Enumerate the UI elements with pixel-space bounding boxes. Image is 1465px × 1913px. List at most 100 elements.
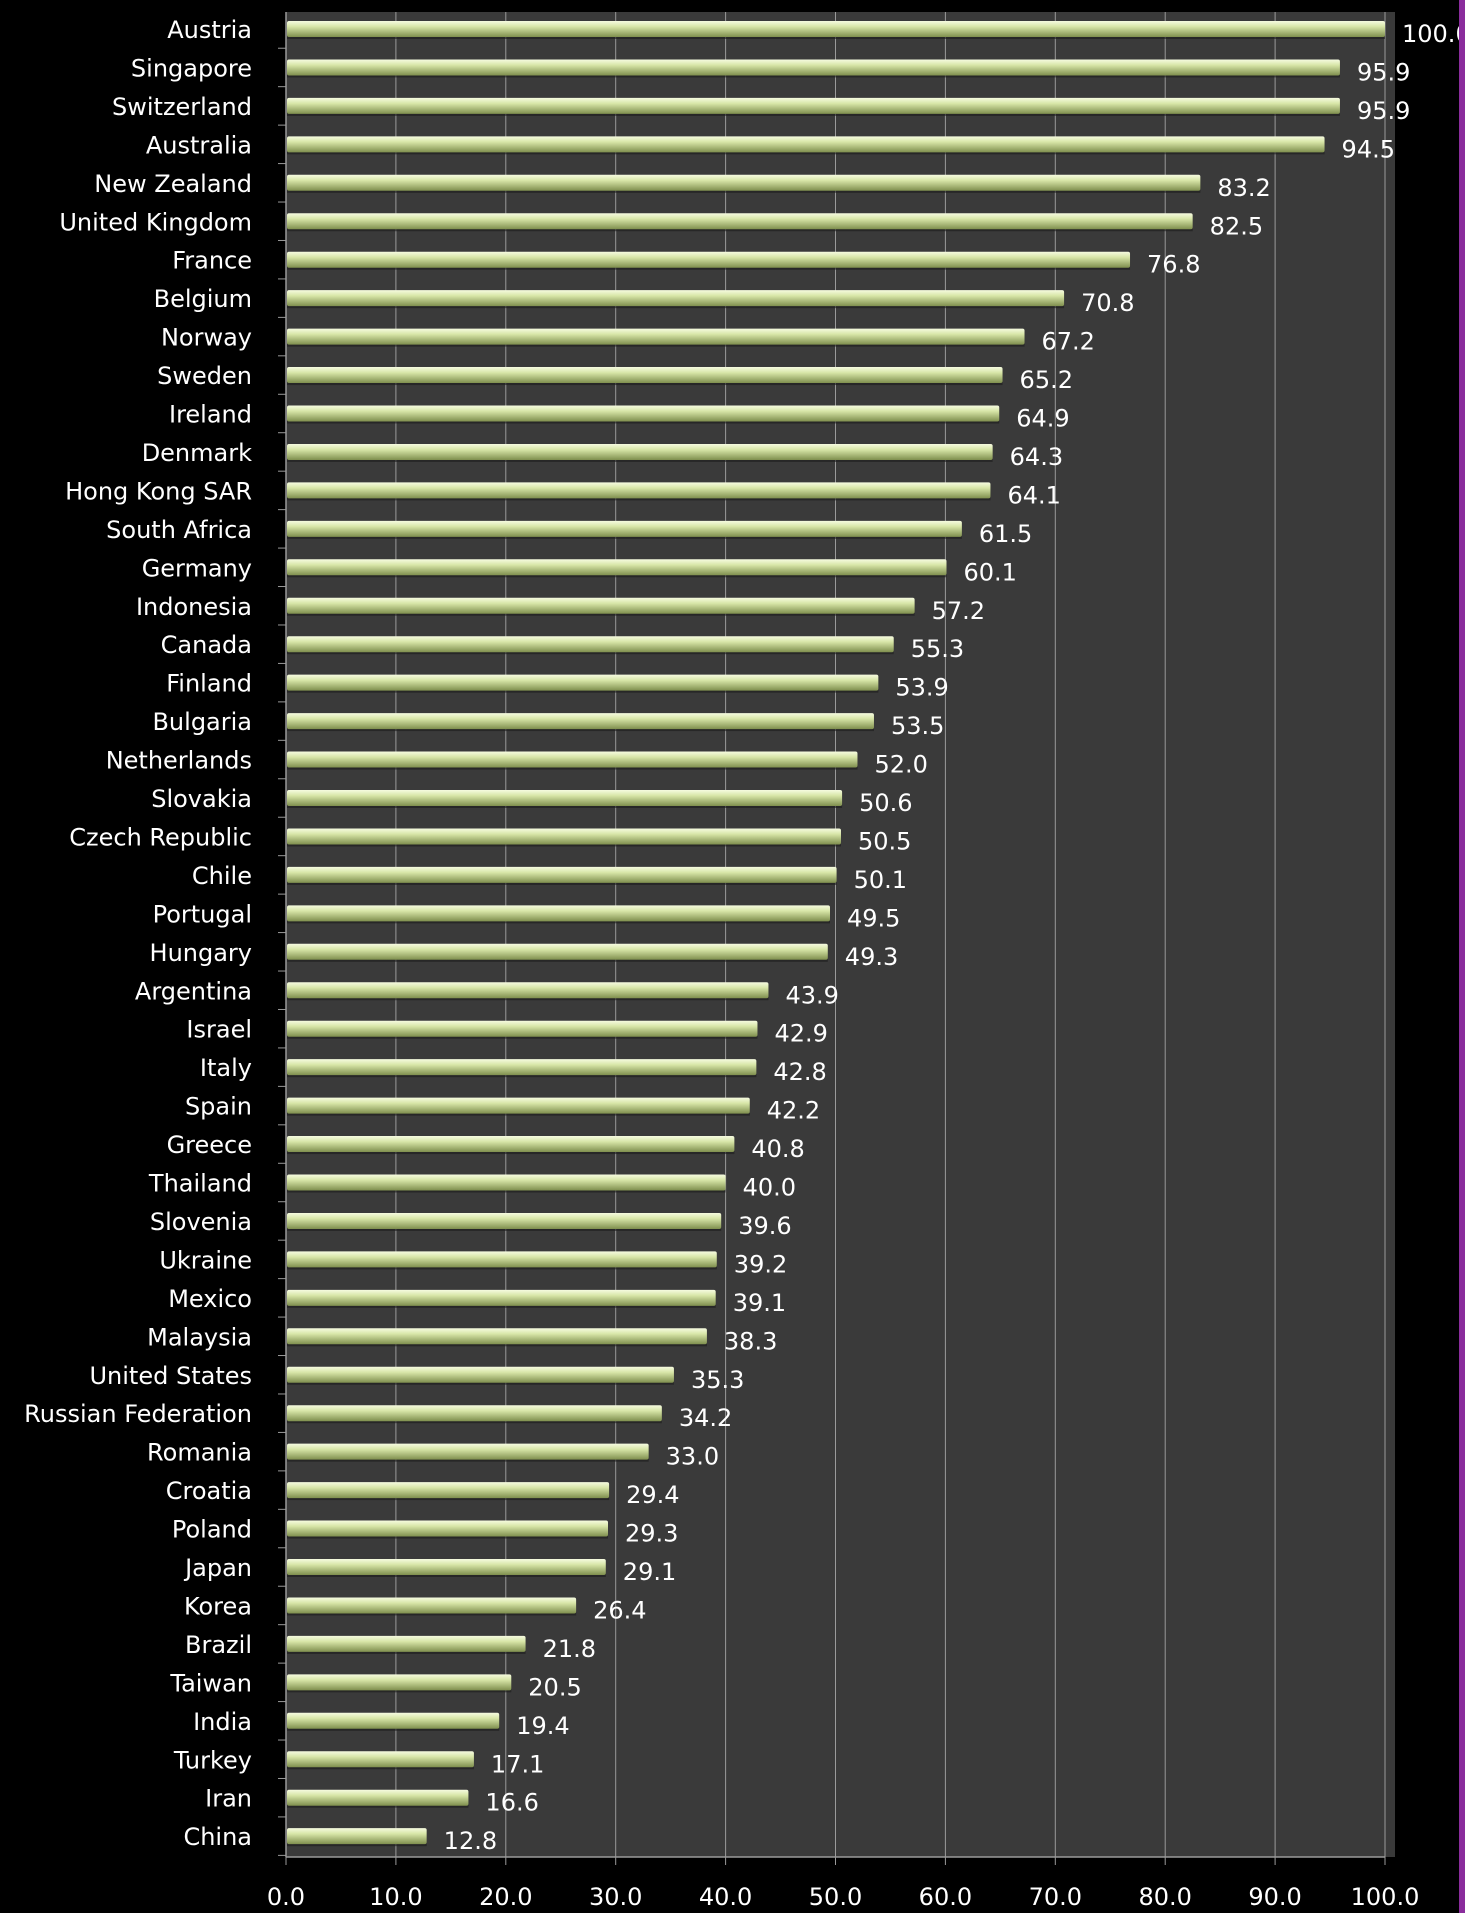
category-label: Turkey [173, 1746, 252, 1774]
category-label: Czech Republic [69, 823, 252, 851]
data-label: 26.4 [593, 1596, 646, 1624]
category-label: South Africa [106, 516, 252, 544]
category-label: Thailand [148, 1170, 252, 1198]
bar [287, 828, 841, 845]
data-label: 49.5 [847, 904, 900, 932]
data-label: 19.4 [516, 1712, 569, 1740]
data-label: 94.5 [1342, 135, 1395, 163]
bar [287, 1559, 606, 1575]
bar [287, 751, 858, 768]
bar [287, 982, 769, 999]
data-label: 82.5 [1210, 212, 1263, 240]
category-label: Portugal [153, 900, 252, 928]
category-label: Romania [147, 1439, 252, 1467]
bar [287, 251, 1131, 268]
category-label: Bulgaria [152, 708, 252, 736]
category-label: United Kingdom [59, 208, 252, 236]
data-label: 60.1 [963, 558, 1016, 586]
bar [287, 59, 1340, 76]
bars [287, 21, 1385, 1847]
category-label: Brazil [185, 1631, 252, 1659]
bar [287, 1597, 577, 1614]
x-tick-label: 40.0 [699, 1883, 752, 1911]
data-label: 17.1 [491, 1750, 544, 1778]
data-label: 12.8 [444, 1827, 497, 1855]
bar [287, 1212, 722, 1229]
bar [287, 1482, 610, 1499]
data-label: 38.3 [724, 1327, 777, 1355]
data-label: 34.2 [679, 1404, 732, 1432]
category-label: Ukraine [159, 1246, 252, 1274]
category-label: New Zealand [94, 170, 252, 198]
category-label: Korea [184, 1592, 252, 1620]
bar [287, 174, 1201, 191]
category-label: United States [89, 1362, 252, 1390]
bar [287, 597, 915, 614]
data-label: 67.2 [1042, 328, 1095, 356]
x-tick-label: 100.0 [1351, 1883, 1420, 1911]
data-label: 20.5 [528, 1673, 581, 1701]
x-tick-label: 0.0 [267, 1883, 305, 1911]
bar [287, 1712, 500, 1729]
bar [287, 520, 962, 537]
bar [287, 1251, 717, 1268]
bar [287, 1828, 427, 1845]
data-label: 57.2 [932, 597, 985, 625]
bar [287, 866, 837, 883]
accent-edge [1459, 0, 1465, 1913]
data-label: 39.1 [733, 1289, 786, 1317]
bar [287, 1020, 758, 1037]
category-label: Italy [200, 1054, 252, 1082]
bar [287, 790, 843, 806]
data-label: 64.9 [1016, 405, 1069, 433]
category-label: Denmark [142, 439, 252, 467]
bar [287, 1097, 750, 1114]
bar [287, 1443, 649, 1460]
category-label: Finland [166, 670, 252, 698]
data-label: 29.3 [625, 1520, 678, 1548]
bar [287, 290, 1065, 307]
category-label: Poland [172, 1516, 252, 1544]
axes [278, 12, 1386, 1865]
data-label: 40.8 [751, 1135, 804, 1163]
data-label: 64.1 [1007, 481, 1060, 509]
category-label: Austria [167, 16, 252, 44]
bar [287, 405, 1000, 422]
category-label: India [193, 1708, 252, 1736]
data-label: 53.9 [895, 674, 948, 702]
category-label: Japan [183, 1554, 252, 1582]
data-label: 49.3 [845, 943, 898, 971]
bar [287, 636, 894, 653]
bar [287, 1520, 609, 1537]
data-label: 21.8 [543, 1635, 596, 1663]
bar [287, 943, 828, 960]
bar [287, 482, 991, 499]
data-label: 42.9 [774, 1020, 827, 1048]
data-label: 55.3 [911, 635, 964, 663]
bar [287, 674, 879, 691]
x-tick-label: 50.0 [809, 1883, 862, 1911]
data-label: 29.1 [623, 1558, 676, 1586]
data-label: 70.8 [1081, 289, 1134, 317]
category-label: Canada [161, 631, 252, 659]
bar [287, 1789, 469, 1806]
bar [287, 1674, 512, 1691]
bar [287, 1289, 716, 1306]
category-label: Slovenia [150, 1208, 252, 1236]
data-label: 33.0 [666, 1443, 719, 1471]
bar [287, 213, 1193, 230]
category-label: Greece [167, 1131, 252, 1159]
category-label: Israel [186, 1016, 252, 1044]
data-label: 35.3 [691, 1366, 744, 1394]
bar [287, 905, 831, 922]
bar [287, 21, 1385, 37]
x-tick-label: 60.0 [919, 1883, 972, 1911]
data-label: 65.2 [1020, 366, 1073, 394]
category-label: Iran [205, 1785, 252, 1813]
data-label: 16.6 [485, 1789, 538, 1817]
category-label: Norway [161, 324, 252, 352]
category-label: Sweden [157, 362, 252, 390]
data-label: 43.9 [785, 981, 838, 1009]
bar [287, 136, 1325, 153]
